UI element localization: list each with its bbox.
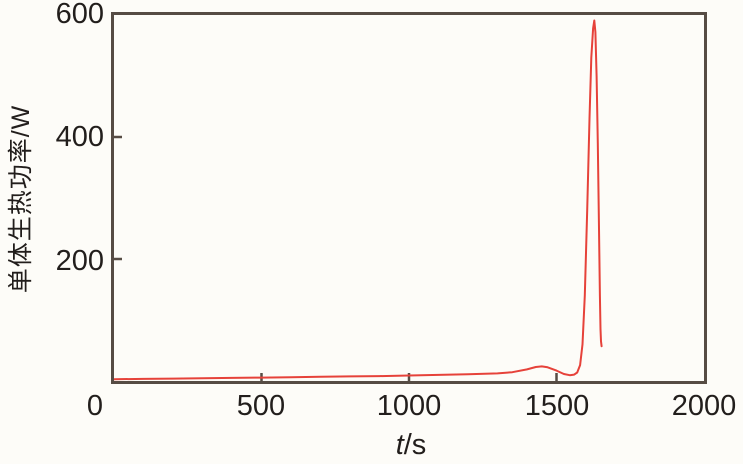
x-tick-label-1000: 1000 <box>376 390 442 422</box>
x-tick-label-0: 0 <box>86 390 104 422</box>
x-axis-unit: /s <box>403 429 427 461</box>
x-tick-label-2000: 2000 <box>671 390 737 422</box>
y-tick-label-400: 400 <box>55 121 104 153</box>
x-axis-title: t/s <box>361 430 461 461</box>
x-tick-label-500: 500 <box>236 390 286 422</box>
x-axis-variable: t <box>395 429 404 461</box>
tick-marks <box>114 135 558 381</box>
y-tick-label-200: 200 <box>55 245 104 277</box>
plot-svg <box>114 19 603 381</box>
y-axis-title: 单体生热功率/W <box>7 104 35 294</box>
plot-area <box>111 12 707 384</box>
x-tick-label-1500: 1500 <box>524 390 590 422</box>
y-tick-label-600: 600 <box>55 0 104 30</box>
heat-power-curve <box>114 19 603 381</box>
